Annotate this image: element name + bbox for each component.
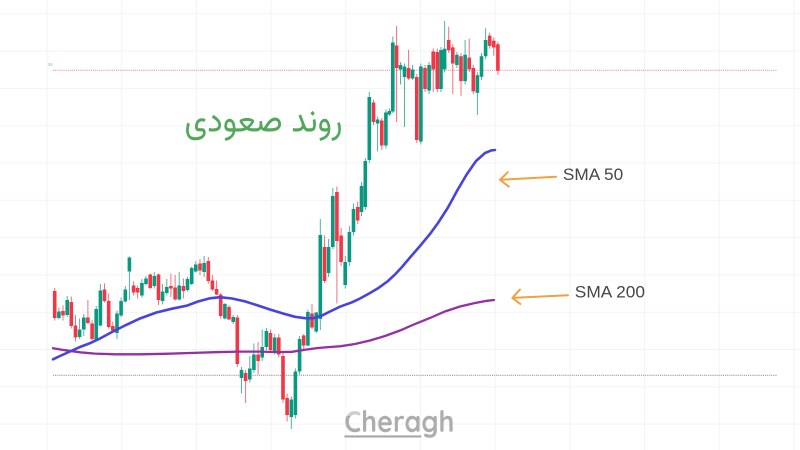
svg-text:SMA 50: SMA 50 xyxy=(563,166,623,184)
svg-text:SMA 200: SMA 200 xyxy=(575,284,645,302)
